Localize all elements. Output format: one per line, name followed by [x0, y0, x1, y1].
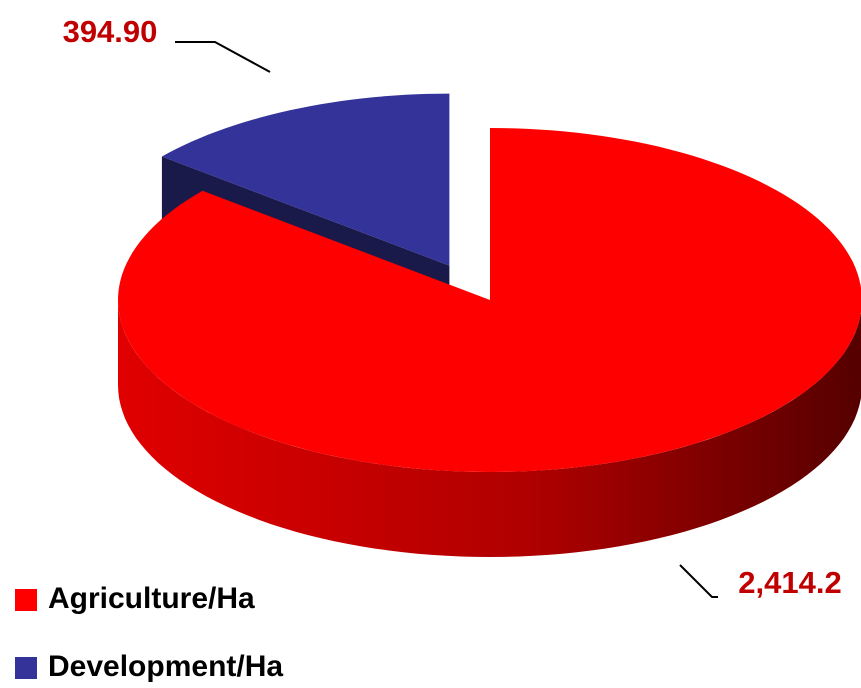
data-label: 2,414.2 — [738, 565, 841, 600]
slice-side — [118, 300, 861, 557]
leader-line — [679, 564, 718, 598]
legend-swatch — [15, 589, 37, 611]
legend-label: Agriculture/Ha — [48, 582, 255, 615]
legend-label: Development/Ha — [48, 650, 283, 683]
data-label: 394.90 — [63, 14, 158, 49]
pie-slice — [161, 93, 450, 266]
legend-swatch — [15, 657, 37, 679]
leader-line — [175, 41, 271, 73]
pie-slice — [118, 128, 861, 472]
